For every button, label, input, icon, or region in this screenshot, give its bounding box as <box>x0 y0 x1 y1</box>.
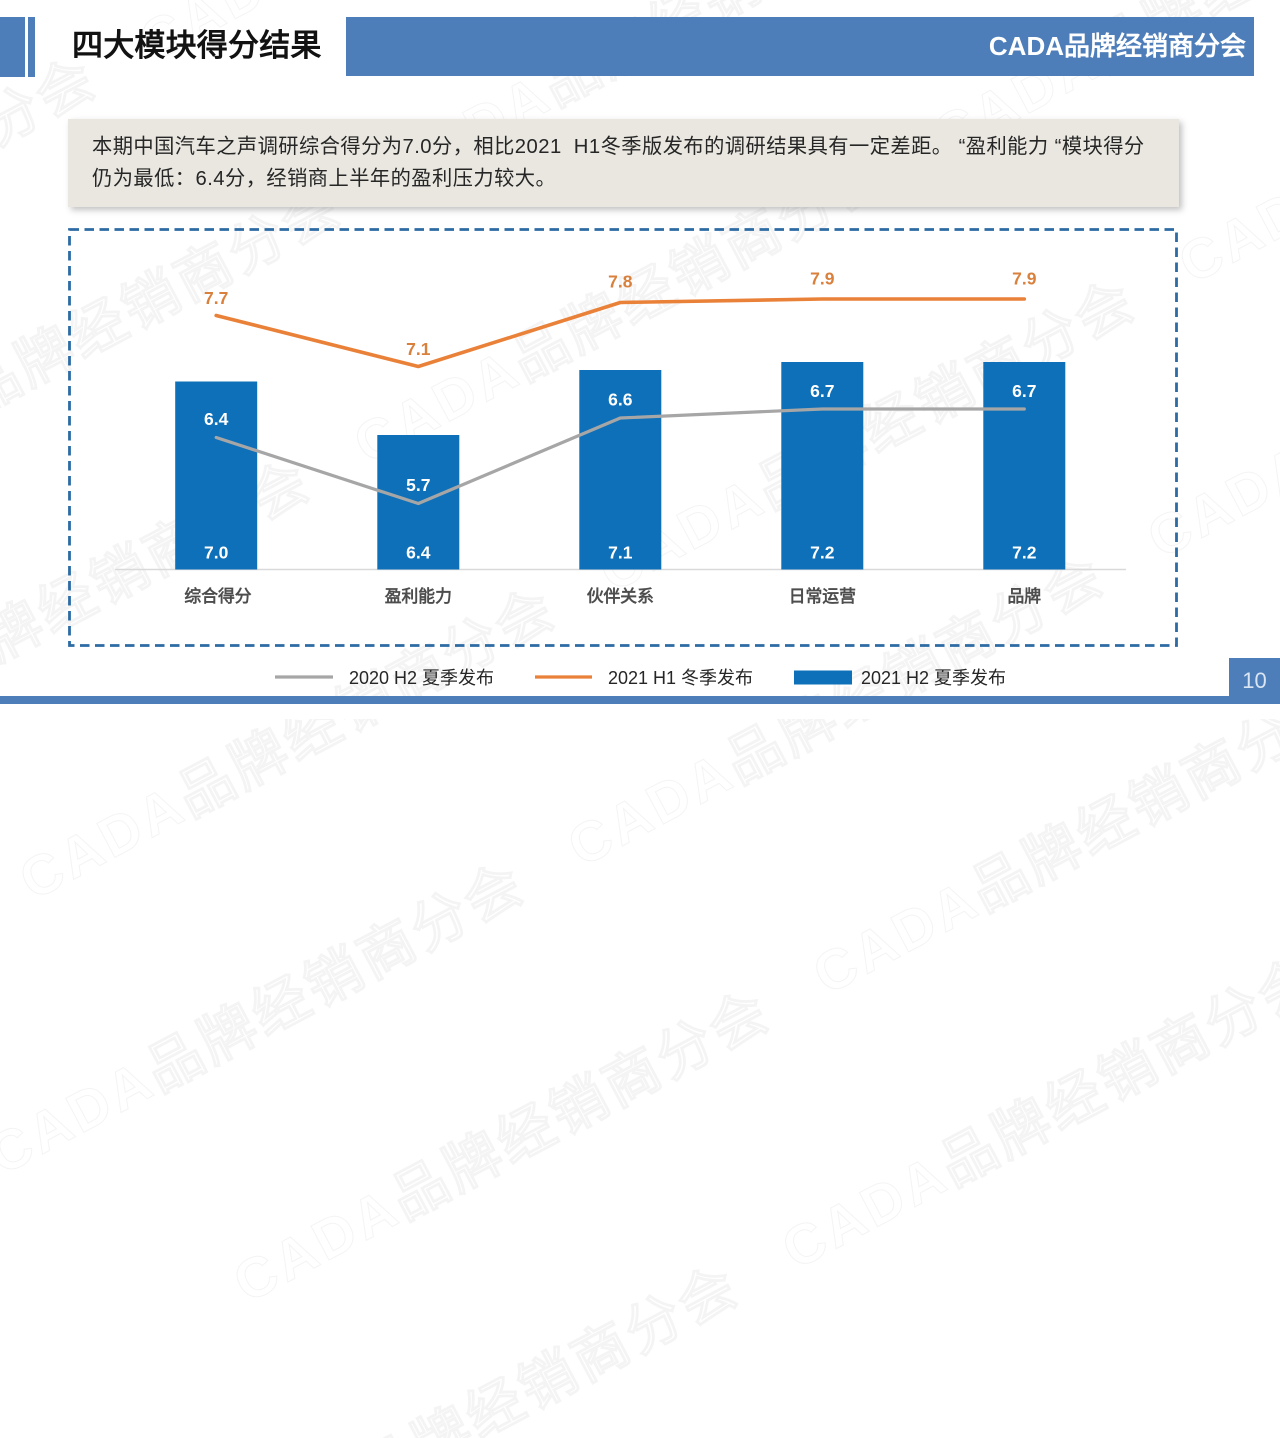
svg-text:2021 H2 夏季发布: 2021 H2 夏季发布 <box>861 668 1006 688</box>
svg-text:6.4: 6.4 <box>204 409 229 429</box>
svg-text:7.2: 7.2 <box>810 543 835 563</box>
svg-text:盈利能力: 盈利能力 <box>384 586 452 606</box>
svg-text:伙伴关系: 伙伴关系 <box>587 586 654 606</box>
svg-text:7.1: 7.1 <box>608 543 633 563</box>
svg-text:6.7: 6.7 <box>810 381 834 401</box>
svg-text:6.6: 6.6 <box>608 390 633 410</box>
svg-text:7.9: 7.9 <box>1012 269 1037 289</box>
svg-text:6.7: 6.7 <box>1012 381 1036 401</box>
svg-text:2021 H1 冬季发布: 2021 H1 冬季发布 <box>608 668 753 688</box>
svg-text:5.7: 5.7 <box>406 475 430 495</box>
svg-text:7.7: 7.7 <box>204 288 228 308</box>
svg-text:综合得分: 综合得分 <box>184 586 251 606</box>
svg-text:7.9: 7.9 <box>810 269 835 289</box>
svg-text:7.8: 7.8 <box>608 272 633 292</box>
svg-text:6.4: 6.4 <box>406 543 431 563</box>
svg-text:2020 H2 夏季发布: 2020 H2 夏季发布 <box>349 668 494 688</box>
svg-text:日常运营: 日常运营 <box>789 586 856 606</box>
svg-text:7.1: 7.1 <box>406 339 431 359</box>
svg-text:7.0: 7.0 <box>204 543 229 563</box>
svg-text:7.2: 7.2 <box>1012 543 1037 563</box>
svg-text:品牌: 品牌 <box>1008 586 1042 606</box>
